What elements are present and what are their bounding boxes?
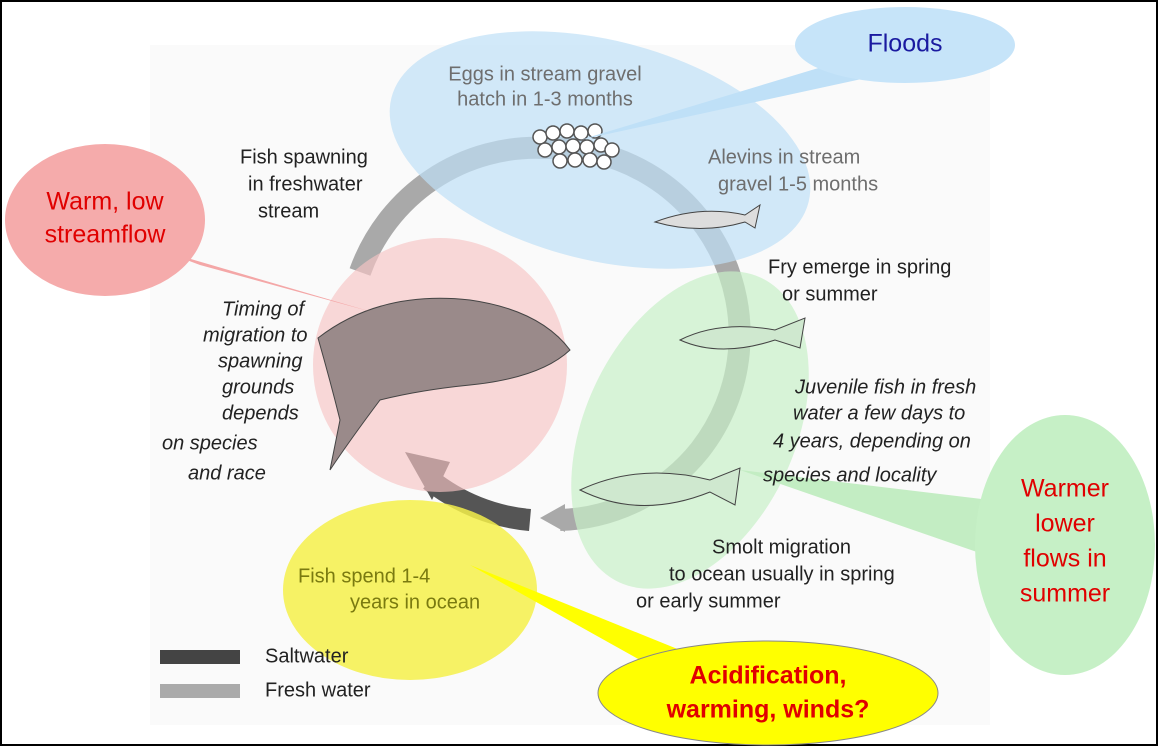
stage-text: in freshwater: [248, 173, 363, 195]
legend-swatch: [160, 684, 240, 698]
stage-text: to ocean usually in spring: [669, 563, 895, 585]
stage-text: or early summer: [636, 590, 781, 612]
stage-text: Juvenile fish in fresh: [794, 376, 976, 398]
stage-text: Fish spend 1-4: [298, 565, 430, 587]
stage-text: stream: [258, 200, 319, 222]
callout-text: Warmer: [1021, 475, 1109, 503]
callout-text: Floods: [867, 30, 942, 58]
stage-text: migration to: [203, 324, 308, 346]
stage-text: Smolt migration: [712, 536, 851, 558]
callout-text: Acidification,: [690, 662, 847, 690]
stage-text: or summer: [782, 283, 878, 305]
stage-text: Fish spawning: [240, 146, 368, 168]
callout-text: streamflow: [45, 221, 167, 249]
diagram: Eggs in stream gravel hatch in 1-3 month…: [0, 0, 1160, 748]
callout-bubble: [598, 641, 938, 745]
stage-text: Alevins in stream: [708, 146, 860, 168]
legend-label: Fresh water: [265, 679, 371, 701]
stage-text: depends: [222, 402, 299, 424]
stage-text: spawning: [218, 350, 303, 372]
callout-text: flows in: [1023, 545, 1106, 573]
legend-swatch: [160, 650, 240, 664]
callout-text: summer: [1020, 580, 1110, 608]
callout-text: lower: [1035, 510, 1095, 538]
legend-label: Saltwater: [265, 645, 349, 667]
stage-text: 4 years, depending on: [773, 430, 971, 452]
stage-text: water a few days to: [793, 402, 965, 424]
page: {"stages": [ {"lines": ["Eggs in stream …: [0, 0, 1160, 748]
stage-text: gravel 1-5 months: [718, 173, 878, 195]
stage-text: species and locality: [763, 464, 937, 486]
stage-text: Eggs in stream gravel: [448, 63, 641, 85]
callout-text: warming, winds?: [666, 696, 870, 724]
stage-text: on species: [162, 432, 258, 454]
stage-text: Fry emerge in spring: [768, 256, 951, 278]
stage-text: hatch in 1-3 months: [457, 88, 633, 110]
callout-text: Warm, low: [46, 188, 164, 216]
stage-text: years in ocean: [350, 591, 480, 613]
stage-text: and race: [188, 462, 266, 484]
stage-text: grounds: [222, 376, 294, 398]
stage-text: Timing of: [222, 298, 307, 320]
